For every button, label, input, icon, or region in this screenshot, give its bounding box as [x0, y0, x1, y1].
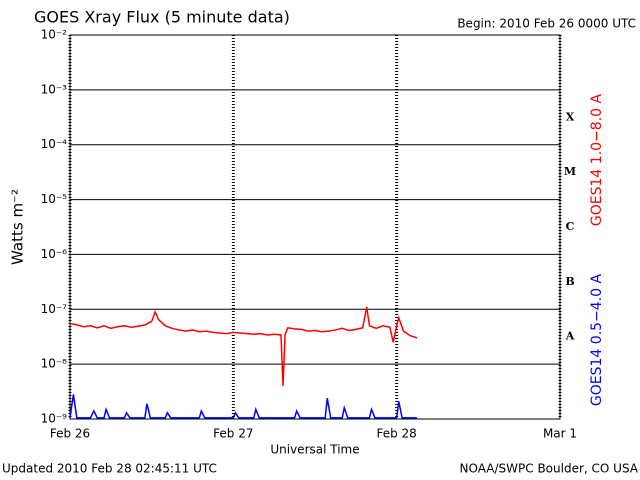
x-tick-label: Feb 26	[50, 427, 90, 441]
series-line	[69, 394, 418, 419]
x-tick-label: Feb 28	[376, 427, 416, 441]
flare-class-label: C	[566, 220, 575, 233]
y-tick-label: 10⁻²	[41, 28, 68, 42]
series-line	[69, 306, 418, 386]
y-tick-label: 10⁻⁴	[41, 137, 68, 151]
y-tick-label: 10⁻⁹	[41, 412, 68, 426]
y-axis-label: Watts m⁻²	[9, 189, 27, 265]
chart-title: GOES Xray Flux (5 minute data)	[34, 8, 290, 27]
x-tick-label: Feb 27	[213, 427, 253, 441]
footer-right: NOAA/SWPC Boulder, CO USA	[460, 462, 639, 476]
y-tick-label: 10⁻⁸	[41, 357, 68, 371]
footer-left: Updated 2010 Feb 28 02:45:11 UTC	[2, 462, 217, 476]
x-tick-label: Mar 1	[543, 427, 577, 441]
flare-class-label: M	[564, 165, 576, 178]
y-tick-label: 10⁻⁶	[41, 247, 68, 261]
flare-class-label: X	[566, 110, 575, 123]
flare-class-label: B	[565, 275, 574, 288]
legend-entry: GOES14 0.5−4.0 A	[589, 274, 605, 407]
y-tick-label: 10⁻⁵	[41, 192, 68, 206]
y-tick-label: 10⁻⁷	[41, 302, 68, 316]
y-tick-label: 10⁻³	[41, 82, 68, 96]
plot-frame	[69, 34, 561, 420]
legend-entry: GOES14 1.0−8.0 A	[589, 94, 605, 227]
chart-subtitle: Begin: 2010 Feb 26 0000 UTC	[457, 17, 636, 31]
x-axis-label: Universal Time	[270, 443, 359, 457]
flare-class-label: A	[565, 330, 575, 343]
